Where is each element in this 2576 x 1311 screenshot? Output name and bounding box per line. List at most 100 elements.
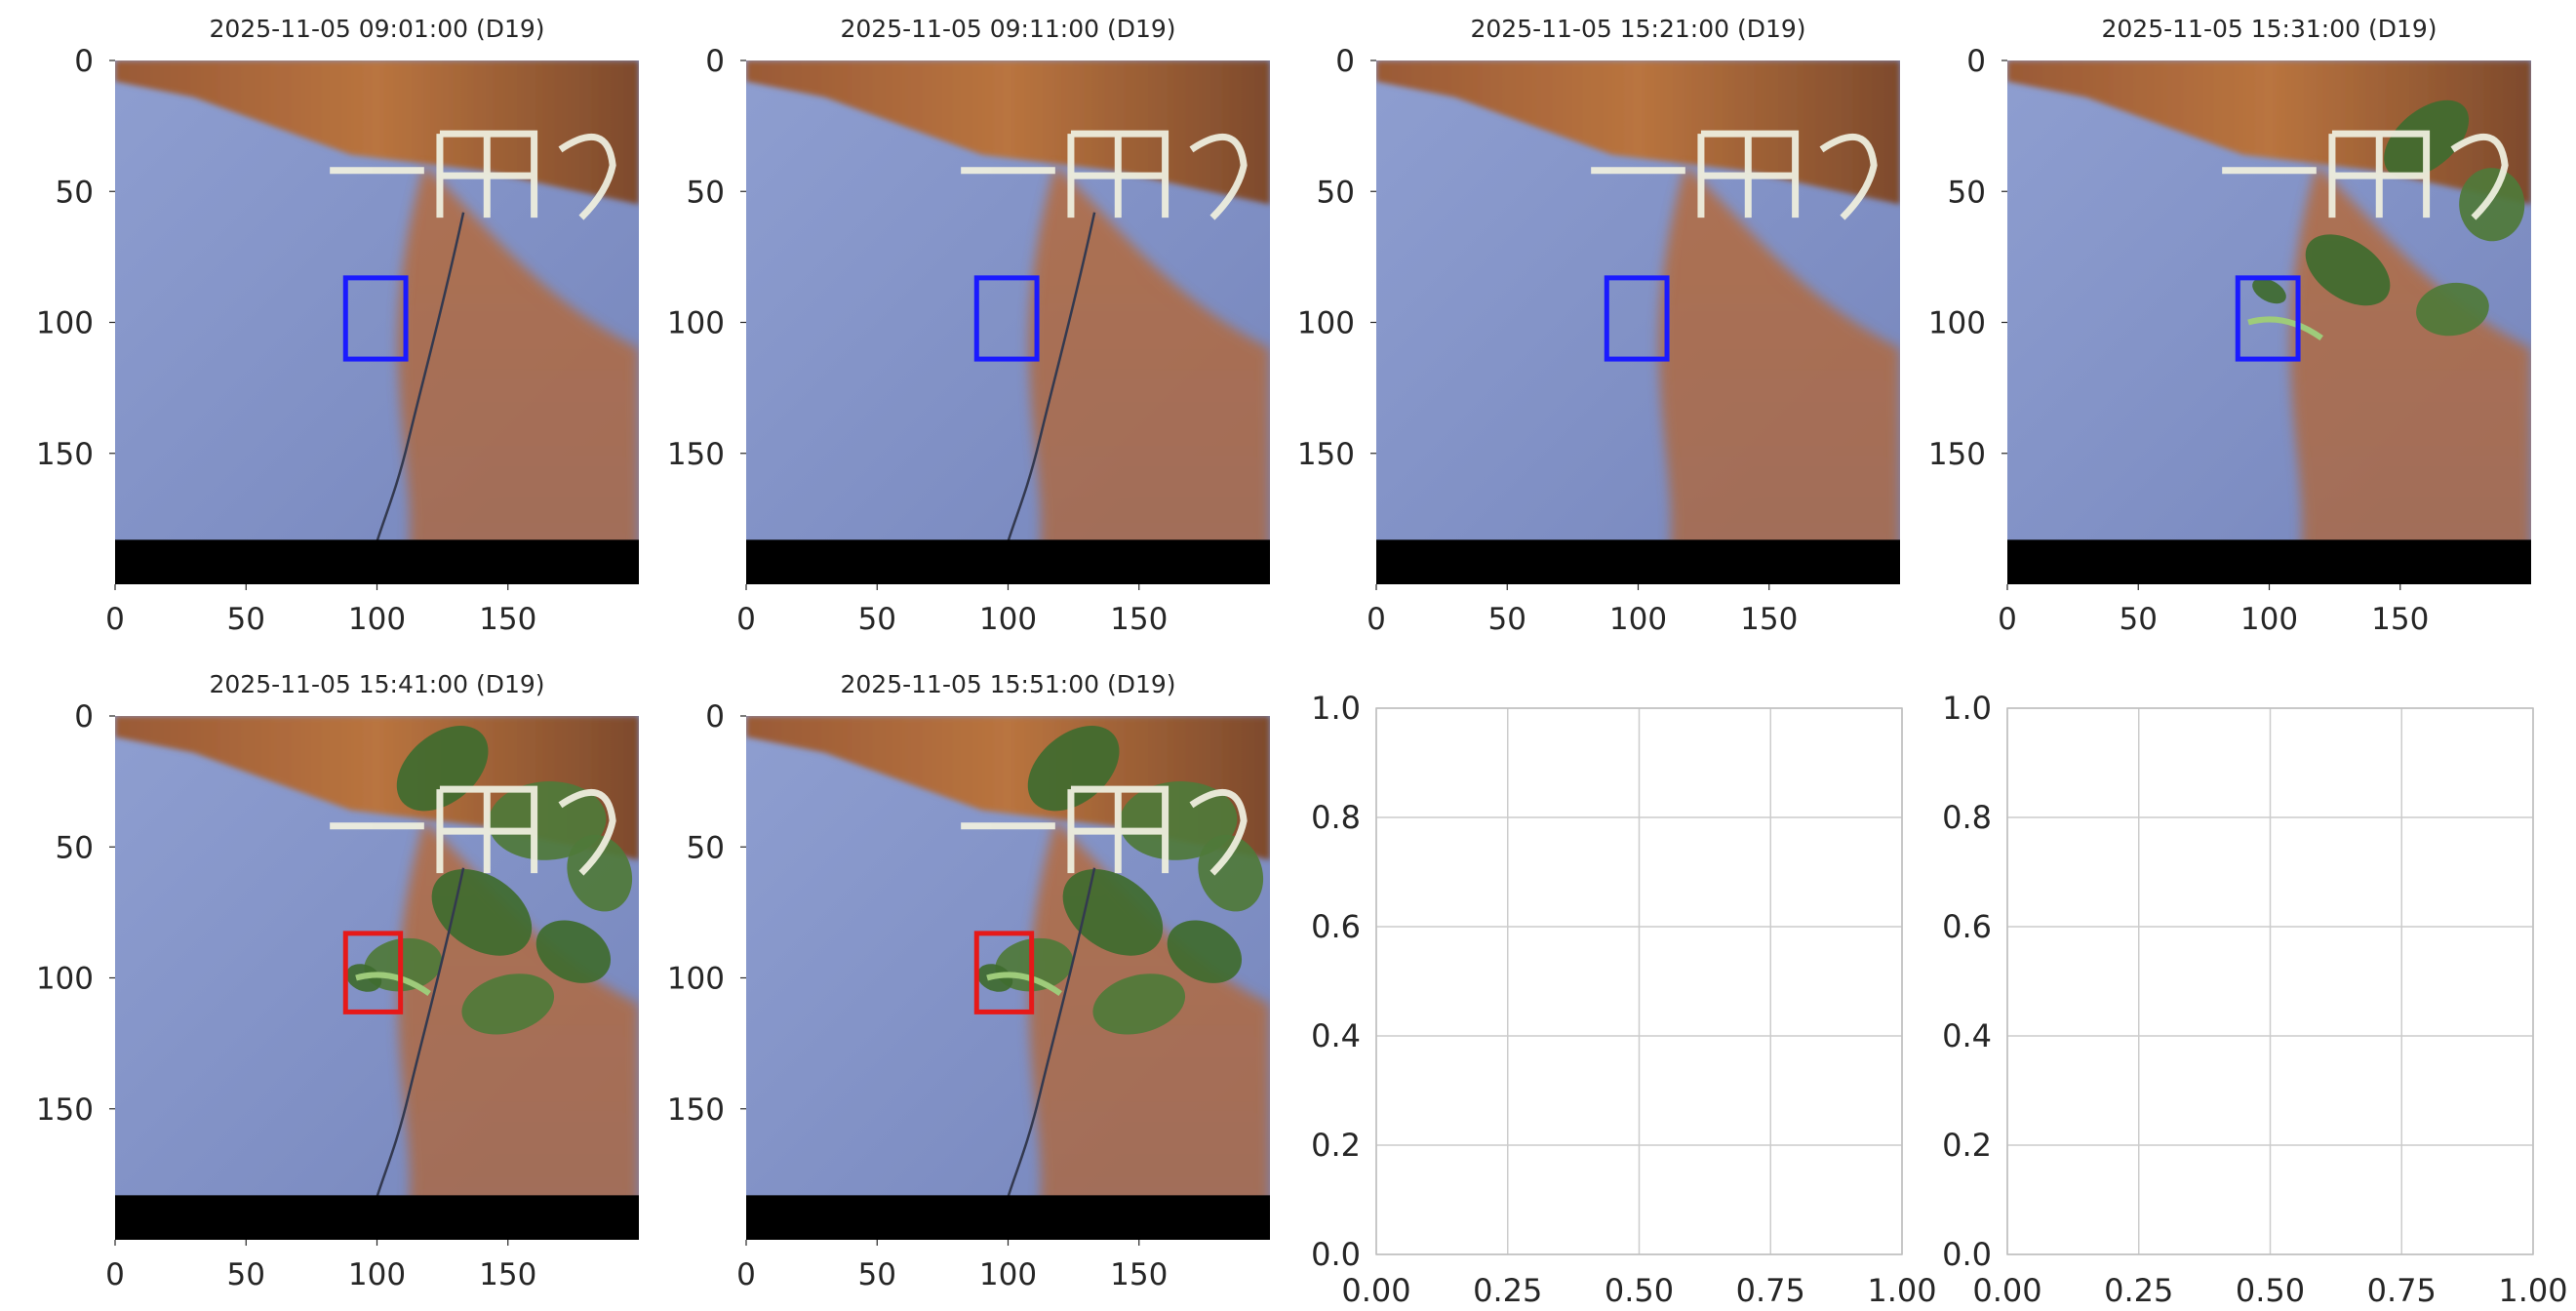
y-tick-label: 150 — [667, 437, 725, 472]
y-tick-label: 150 — [36, 1092, 94, 1128]
leaf — [1167, 920, 1243, 983]
x-tick-label: 100 — [1609, 602, 1667, 637]
leaf — [2416, 282, 2489, 337]
image-content — [115, 716, 639, 1240]
y-tick-label: 150 — [1928, 437, 1986, 472]
empty-panel-7: 0.00 0.25 0.50 0.75 1.00 0.0 0.2 0.4 0.6 0.8 1.0 — [1311, 690, 1937, 1309]
vegetation — [2247, 99, 2525, 341]
x-tick-label: 0.75 — [1736, 1272, 1805, 1309]
x-tick-label: 0.50 — [2236, 1272, 2305, 1309]
panel-title: 2025-11-05 15:51:00 (D19) — [840, 670, 1175, 698]
leaf — [535, 920, 612, 983]
y-tick-label: 100 — [667, 962, 725, 997]
stem — [355, 972, 431, 997]
y-tick-label: 0 — [74, 44, 94, 79]
x-tick-label: 50 — [227, 1257, 265, 1292]
y-tick-label: 50 — [1948, 175, 1986, 210]
y-tick-label: 50 — [1317, 175, 1355, 210]
y-tick-label: 0.8 — [1942, 799, 1992, 836]
y-tick-label: 0 — [74, 699, 94, 735]
detection-box-blue — [342, 275, 409, 362]
axes-frame — [2006, 707, 2534, 1255]
x-tick-label: 0.00 — [1972, 1272, 2041, 1309]
crack-line — [999, 212, 1096, 572]
image-content — [746, 60, 1270, 584]
image-panel-5: 2025-11-05 15:41:00 (D19) 0 50 100 150 0 50 100… — [36, 670, 639, 1292]
y-tick-label: 100 — [36, 962, 94, 997]
crack-line — [999, 867, 1096, 1227]
y-tick-label: 100 — [667, 306, 725, 341]
image-content — [1376, 60, 1900, 584]
detection-box-red — [973, 931, 1035, 1014]
panel-title: 2025-11-05 15:41:00 (D19) — [209, 670, 544, 698]
y-tick-label: 0 — [1335, 44, 1355, 79]
rust-stain — [397, 165, 639, 584]
y-tick-label: 100 — [1928, 306, 1986, 341]
image-panel-4: 2025-11-05 15:31:00 (D19) 0 50 100 150 0 50 100… — [1928, 15, 2531, 637]
black-band — [115, 1195, 639, 1240]
black-band — [746, 539, 1270, 584]
x-tick-label: 150 — [1740, 602, 1798, 637]
image-panel-3: 2025-11-05 15:21:00 (D19) 0 50 100 150 0 50 100… — [1297, 15, 1900, 637]
stem — [986, 972, 1062, 997]
y-tick-label: 150 — [667, 1092, 725, 1128]
black-band — [1376, 539, 1900, 584]
leaf — [461, 973, 555, 1035]
crack-line — [368, 867, 465, 1227]
painted-sign — [2222, 130, 2509, 220]
black-band — [115, 539, 639, 584]
x-tick-label: 0.00 — [1341, 1272, 1410, 1309]
y-tick-label: 50 — [687, 175, 725, 210]
image-content — [746, 716, 1270, 1240]
x-tick-label: 0.25 — [2104, 1272, 2173, 1309]
y-tick-label: 0.0 — [1311, 1236, 1361, 1273]
x-tick-label: 0.75 — [2367, 1272, 2437, 1309]
painted-sign — [330, 130, 616, 220]
image-content — [2007, 60, 2531, 584]
detection-box-blue — [973, 275, 1040, 362]
detection-box-red — [342, 931, 404, 1014]
image-panel-6: 2025-11-05 15:51:00 (D19) 0 50 100 150 0 50 100… — [667, 670, 1270, 1292]
x-tick-label: 0 — [1998, 602, 2017, 637]
y-tick-label: 0 — [705, 699, 725, 735]
y-tick-label: 150 — [1297, 437, 1355, 472]
y-tick-label: 0.4 — [1942, 1017, 1992, 1054]
y-tick-label: 100 — [36, 306, 94, 341]
x-tick-label: 0.50 — [1605, 1272, 1674, 1309]
x-tick-label: 50 — [858, 602, 896, 637]
leaf — [1062, 869, 1164, 956]
x-tick-label: 150 — [479, 602, 536, 637]
x-tick-label: 50 — [858, 1257, 896, 1292]
painted-sign — [961, 130, 1248, 220]
x-tick-label: 150 — [1110, 1257, 1168, 1292]
axes-frame — [1375, 707, 1903, 1255]
x-tick-label: 0 — [736, 1257, 756, 1292]
x-tick-label: 0 — [736, 602, 756, 637]
y-tick-label: 0 — [705, 44, 725, 79]
leaf — [567, 834, 633, 912]
x-tick-label: 100 — [979, 602, 1037, 637]
x-tick-label: 0.25 — [1473, 1272, 1542, 1309]
top-edge — [115, 60, 639, 205]
x-tick-label: 0 — [105, 1257, 125, 1292]
detection-box-blue — [2235, 275, 2301, 362]
x-tick-label: 50 — [2120, 602, 2158, 637]
y-tick-label: 100 — [1297, 306, 1355, 341]
detection-box-blue — [1604, 275, 1670, 362]
x-tick-label: 1.00 — [1867, 1272, 1936, 1309]
y-tick-label: 0.6 — [1942, 908, 1992, 945]
stem — [2247, 316, 2323, 341]
leaf — [1119, 781, 1238, 860]
leaf — [431, 869, 533, 956]
x-tick-label: 100 — [2240, 602, 2298, 637]
painted-sign — [330, 785, 616, 876]
x-tick-label: 100 — [348, 1257, 406, 1292]
rust-stain — [1658, 165, 1900, 584]
y-tick-label: 0 — [1966, 44, 1986, 79]
y-tick-label: 50 — [687, 830, 725, 865]
y-tick-label: 50 — [56, 175, 94, 210]
x-tick-label: 50 — [1488, 602, 1526, 637]
panel-title: 2025-11-05 15:31:00 (D19) — [2101, 15, 2437, 43]
x-tick-label: 150 — [479, 1257, 536, 1292]
